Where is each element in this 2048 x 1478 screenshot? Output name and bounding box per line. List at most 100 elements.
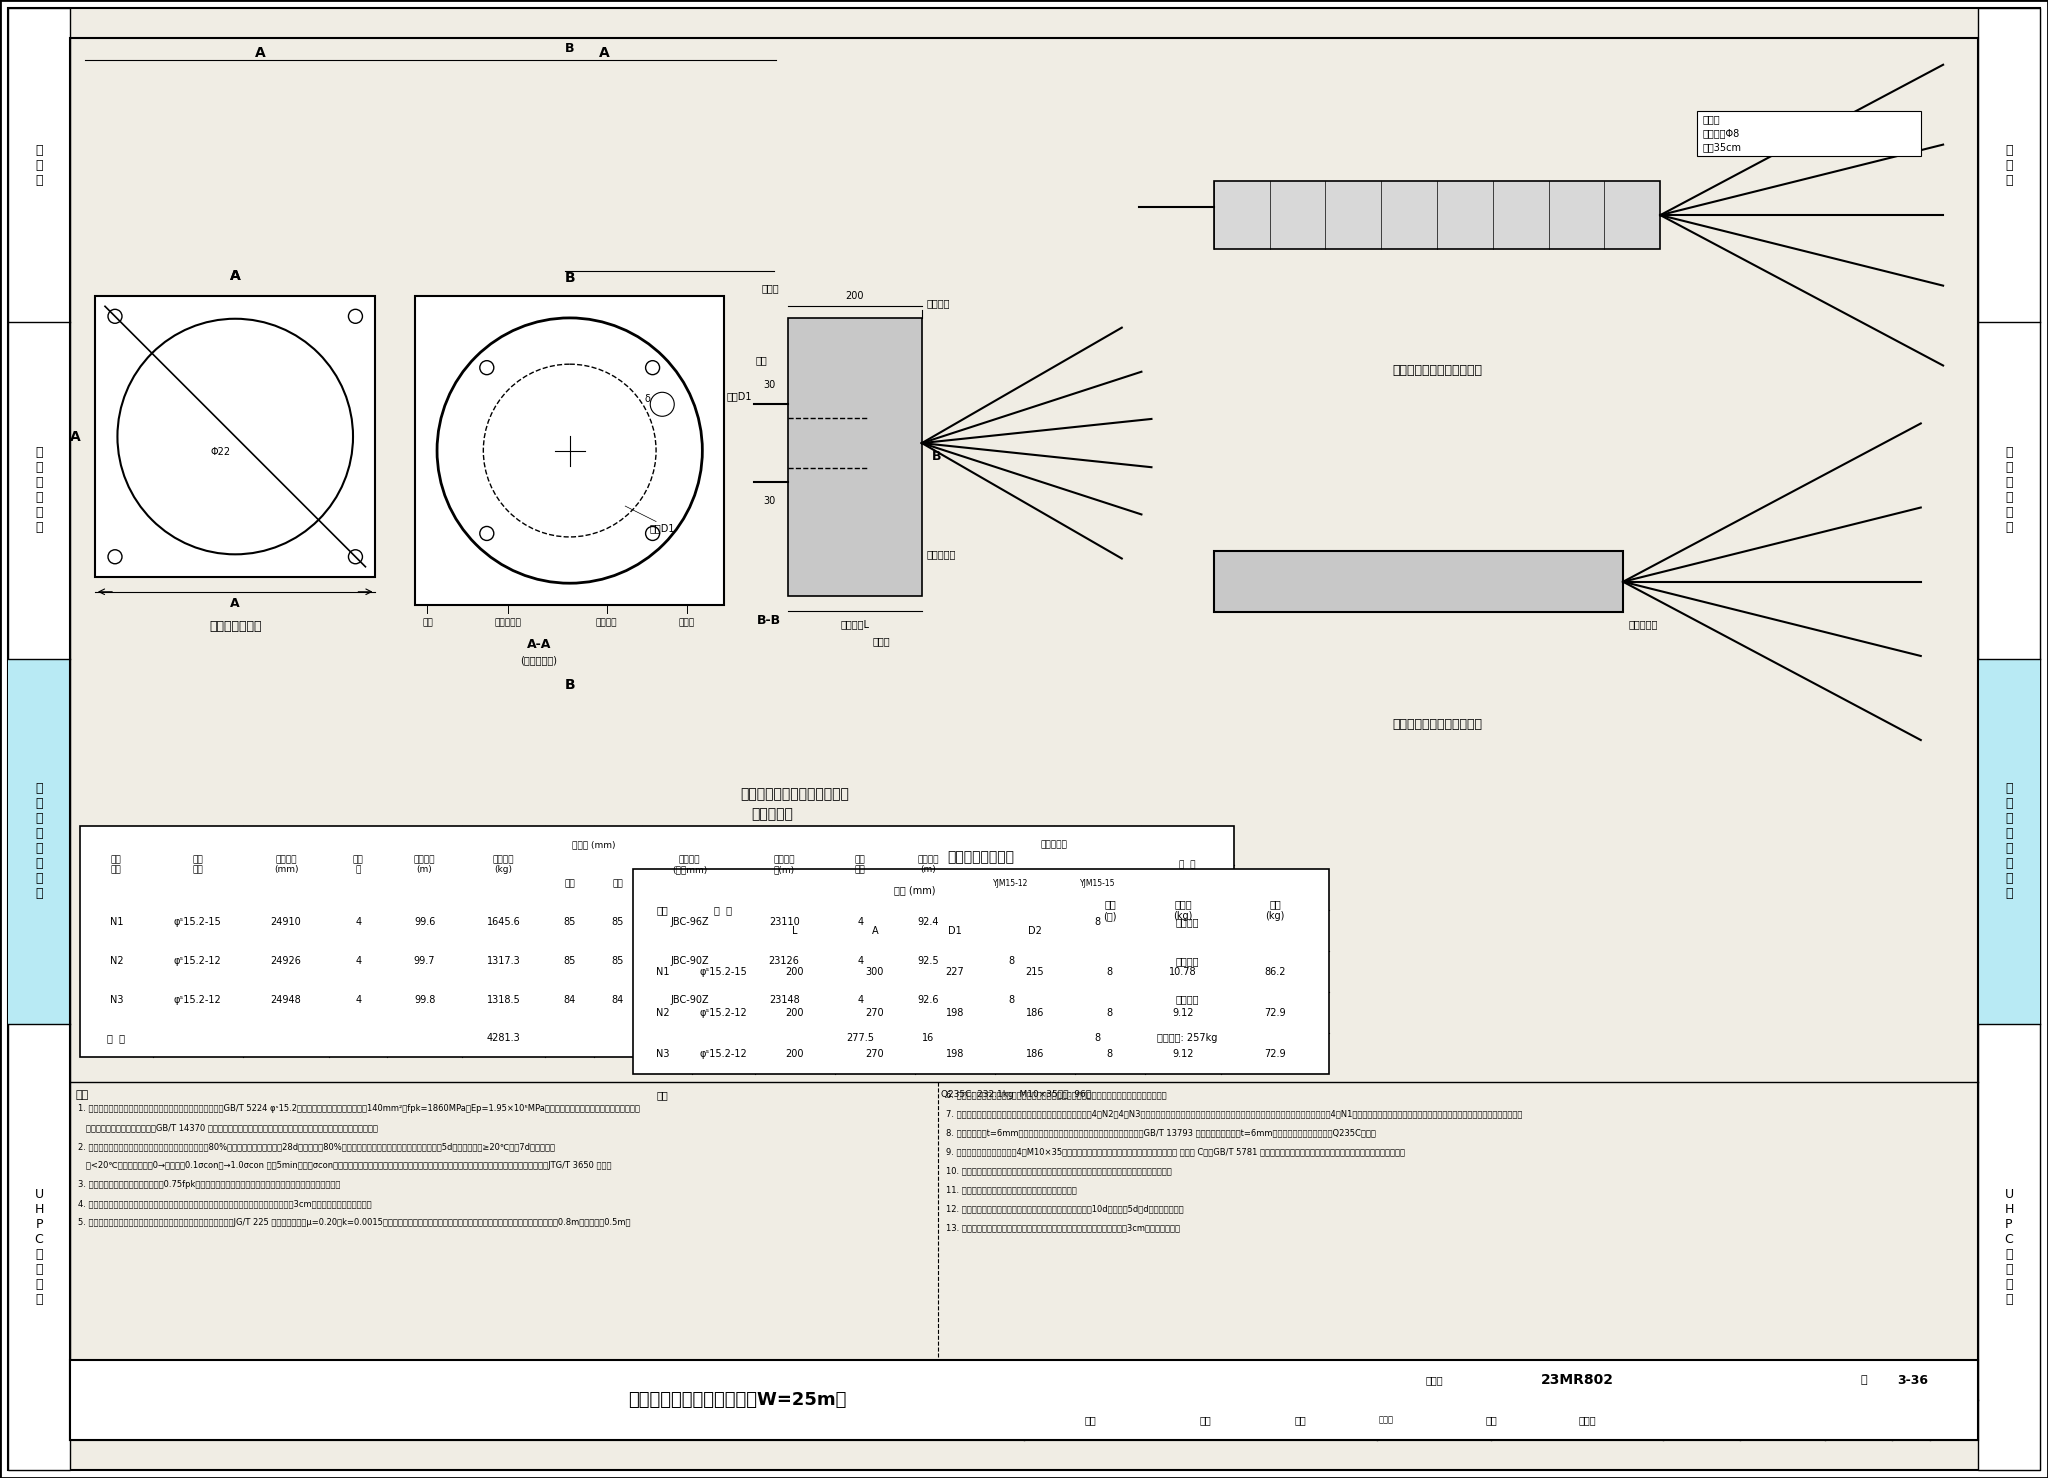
Text: 编号: 编号 — [657, 906, 668, 915]
Text: 200: 200 — [846, 291, 864, 302]
Text: 12. 因套管截面积的金属截面应折算后加入套筒等价筋，单面焊10d，双面焊5d（d为钢筋直径）；: 12. 因套管截面积的金属截面应折算后加入套筒等价筋，单面焊10d，双面焊5d（… — [946, 1205, 1184, 1213]
Text: 86.2: 86.2 — [1264, 967, 1286, 977]
Text: 30: 30 — [764, 497, 776, 507]
Text: 72.9: 72.9 — [1264, 1049, 1286, 1058]
Text: 波纹管: 波纹管 — [1702, 114, 1720, 124]
Bar — [1214, 182, 1661, 248]
Bar — [1978, 7, 2040, 1471]
Text: 型  号: 型 号 — [715, 906, 733, 915]
Text: 24910: 24910 — [270, 918, 301, 927]
Text: 钢束
规格: 钢束 规格 — [193, 854, 203, 875]
Text: 23126: 23126 — [768, 956, 799, 967]
Text: 84: 84 — [563, 995, 575, 1005]
Bar — [94, 296, 375, 576]
Text: 波纹钢管连接盖梁钢束图（W=25m）: 波纹钢管连接盖梁钢束图（W=25m） — [629, 1391, 848, 1409]
Text: 300: 300 — [866, 967, 885, 977]
Text: 270: 270 — [866, 1049, 885, 1058]
Text: 16: 16 — [922, 1033, 934, 1043]
Text: 备  注: 备 注 — [1180, 860, 1196, 869]
Text: 99.7: 99.7 — [414, 956, 436, 967]
Text: 4: 4 — [858, 956, 864, 967]
Text: 200: 200 — [786, 1008, 805, 1018]
Text: 温<20℃）。张拉程序：0→初应力（0.1σcon）→1.0σcon 持荷5min锚固，σcon为预应力钢绞线锚下张拉控制应力；张拉工艺及要求按照现行行业标准《: 温<20℃）。张拉程序：0→初应力（0.1σcon）→1.0σcon 持荷5mi… — [78, 1162, 612, 1171]
Text: U
H
P
C
连
接
桥
墩: U H P C 连 接 桥 墩 — [35, 1188, 43, 1307]
Text: 管道总长
(m): 管道总长 (m) — [918, 854, 940, 875]
Text: 两端张拉: 两端张拉 — [1176, 956, 1200, 967]
Text: 186: 186 — [1026, 1049, 1044, 1058]
Text: 5. 预应力管道采用符合现行行业标准《预应力混凝土用金属波纹管》JG/T 225 约金属波纹管（μ=0.20，k=0.0015），预应力管道布置时，应按规范要求: 5. 预应力管道采用符合现行行业标准《预应力混凝土用金属波纹管》JG/T 225… — [78, 1218, 631, 1227]
Text: 4: 4 — [858, 995, 864, 1005]
Text: 200: 200 — [786, 1049, 805, 1058]
Bar — [1698, 111, 1921, 157]
Text: 小  计: 小 计 — [106, 1033, 125, 1043]
Text: 灌浆孔: 灌浆孔 — [678, 618, 694, 627]
Text: 4281.3: 4281.3 — [487, 1033, 520, 1043]
Text: φˢ15.2-12: φˢ15.2-12 — [700, 1008, 748, 1018]
Text: JBC-90Z: JBC-90Z — [670, 995, 709, 1005]
Text: 管道
根数: 管道 根数 — [854, 854, 866, 875]
Text: 钢套筒座板: 钢套筒座板 — [928, 550, 956, 559]
Text: 管道规格
(内径mm): 管道规格 (内径mm) — [672, 854, 707, 875]
Bar — [788, 318, 922, 596]
Text: 右端: 右端 — [612, 879, 623, 888]
Bar — [8, 7, 70, 1471]
Text: N3: N3 — [111, 995, 123, 1005]
Text: 1. 预应力钢束采用符合现行国家标准《预应力混凝土用钢绞线》GB/T 5224 φˢ15.2的低松弛钢绞线，每股公称面积140mm²，fpk=1860MPa，E: 1. 预应力钢束采用符合现行国家标准《预应力混凝土用钢绞线》GB/T 5224 … — [78, 1104, 639, 1113]
Text: 套筒长度L: 套筒长度L — [840, 619, 868, 628]
Text: 股束
数: 股束 数 — [352, 854, 365, 875]
Text: A: A — [229, 269, 240, 284]
Text: 72.9: 72.9 — [1264, 1008, 1286, 1018]
Text: 套筒底板: 套筒底板 — [596, 618, 616, 627]
Bar — [8, 659, 70, 1024]
Text: A: A — [256, 46, 266, 61]
Text: 8: 8 — [1008, 956, 1014, 967]
Text: 校对: 校对 — [1294, 1414, 1307, 1425]
Text: U
H
P
C
连
接
桥
墩: U H P C 连 接 桥 墩 — [2005, 1188, 2013, 1307]
Text: φˢ15.2-12: φˢ15.2-12 — [174, 995, 221, 1005]
Text: A: A — [872, 925, 879, 936]
Text: 85: 85 — [563, 956, 575, 967]
Text: 定位钢筋Φ8: 定位钢筋Φ8 — [1702, 129, 1739, 139]
Text: N3: N3 — [655, 1049, 670, 1058]
Text: 85: 85 — [612, 956, 625, 967]
Text: 23MR802: 23MR802 — [1540, 1373, 1614, 1386]
Text: A: A — [70, 430, 80, 443]
Text: 92.6: 92.6 — [918, 995, 940, 1005]
Text: 8: 8 — [1094, 918, 1100, 927]
Text: 23110: 23110 — [768, 918, 799, 927]
Text: 24948: 24948 — [270, 995, 301, 1005]
Text: 锚垫板: 锚垫板 — [872, 636, 891, 646]
Text: 277.5: 277.5 — [846, 1033, 874, 1043]
Text: 螺栓: 螺栓 — [422, 618, 432, 627]
Circle shape — [479, 526, 494, 541]
Text: 波
纹
钢
管
连
接
桥
墩: 波 纹 钢 管 连 接 桥 墩 — [35, 782, 43, 900]
Text: 页: 页 — [1860, 1375, 1868, 1385]
Text: 8. 套筒采用厚度t=6mm的直缝电焊钢管，应符合现行国家标准《直缝电焊钢管》GB/T 13793 要求，底板采用厚度t=6mm钢板，套筒及底板材料均为Q235: 8. 套筒采用厚度t=6mm的直缝电焊钢管，应符合现行国家标准《直缝电焊钢管》G… — [946, 1128, 1376, 1138]
Text: A: A — [598, 46, 610, 61]
Circle shape — [645, 526, 659, 541]
Text: 两端张拉: 两端张拉 — [1176, 995, 1200, 1005]
Text: 99.6: 99.6 — [414, 918, 436, 927]
Circle shape — [645, 361, 659, 374]
Text: YJM15-15: YJM15-15 — [1079, 879, 1116, 888]
Text: Φ22: Φ22 — [211, 446, 229, 457]
Text: L: L — [793, 925, 797, 936]
Text: 注：: 注： — [76, 1091, 88, 1101]
Text: 锚具（套）: 锚具（套） — [1040, 841, 1067, 850]
Text: 合计: 合计 — [657, 1089, 668, 1100]
Text: 24926: 24926 — [270, 956, 301, 967]
Text: 陈明: 陈明 — [1200, 1414, 1210, 1425]
Text: 8: 8 — [1008, 995, 1014, 1005]
Text: 审核: 审核 — [1085, 1414, 1096, 1425]
Text: 227: 227 — [946, 967, 965, 977]
Text: 4. 锚垫板位置及尺寸要求准确，锚垫板必须与预应力管道垂直；预应力钢束张拉后，应在距锚头3cm以外切割，严禁电弧切割；: 4. 锚垫板位置及尺寸要求准确，锚垫板必须与预应力管道垂直；预应力钢束张拉后，应… — [78, 1199, 371, 1209]
Text: 与套筒焊接: 与套筒焊接 — [1628, 619, 1657, 630]
Text: 外径D1: 外径D1 — [727, 392, 752, 401]
Text: 7. 盖梁钢束分两批张拉，在盖梁混凝土强度完成后，张拉第一批4根N2、4根N3钢绞线束，在小箱梁架设、湿接缝施工完成后，且桥面铺装和栏杆施工后，张拉第二批4根N: 7. 盖梁钢束分两批张拉，在盖梁混凝土强度完成后，张拉第一批4根N2、4根N3钢… — [946, 1110, 1522, 1119]
Text: 结构边线: 结构边线 — [928, 299, 950, 307]
Text: N2: N2 — [109, 956, 123, 967]
Text: D1: D1 — [948, 925, 963, 936]
Text: 8: 8 — [1106, 1008, 1112, 1018]
Text: JBC-96Z: JBC-96Z — [670, 918, 709, 927]
Text: 图集号: 图集号 — [1425, 1375, 1444, 1385]
